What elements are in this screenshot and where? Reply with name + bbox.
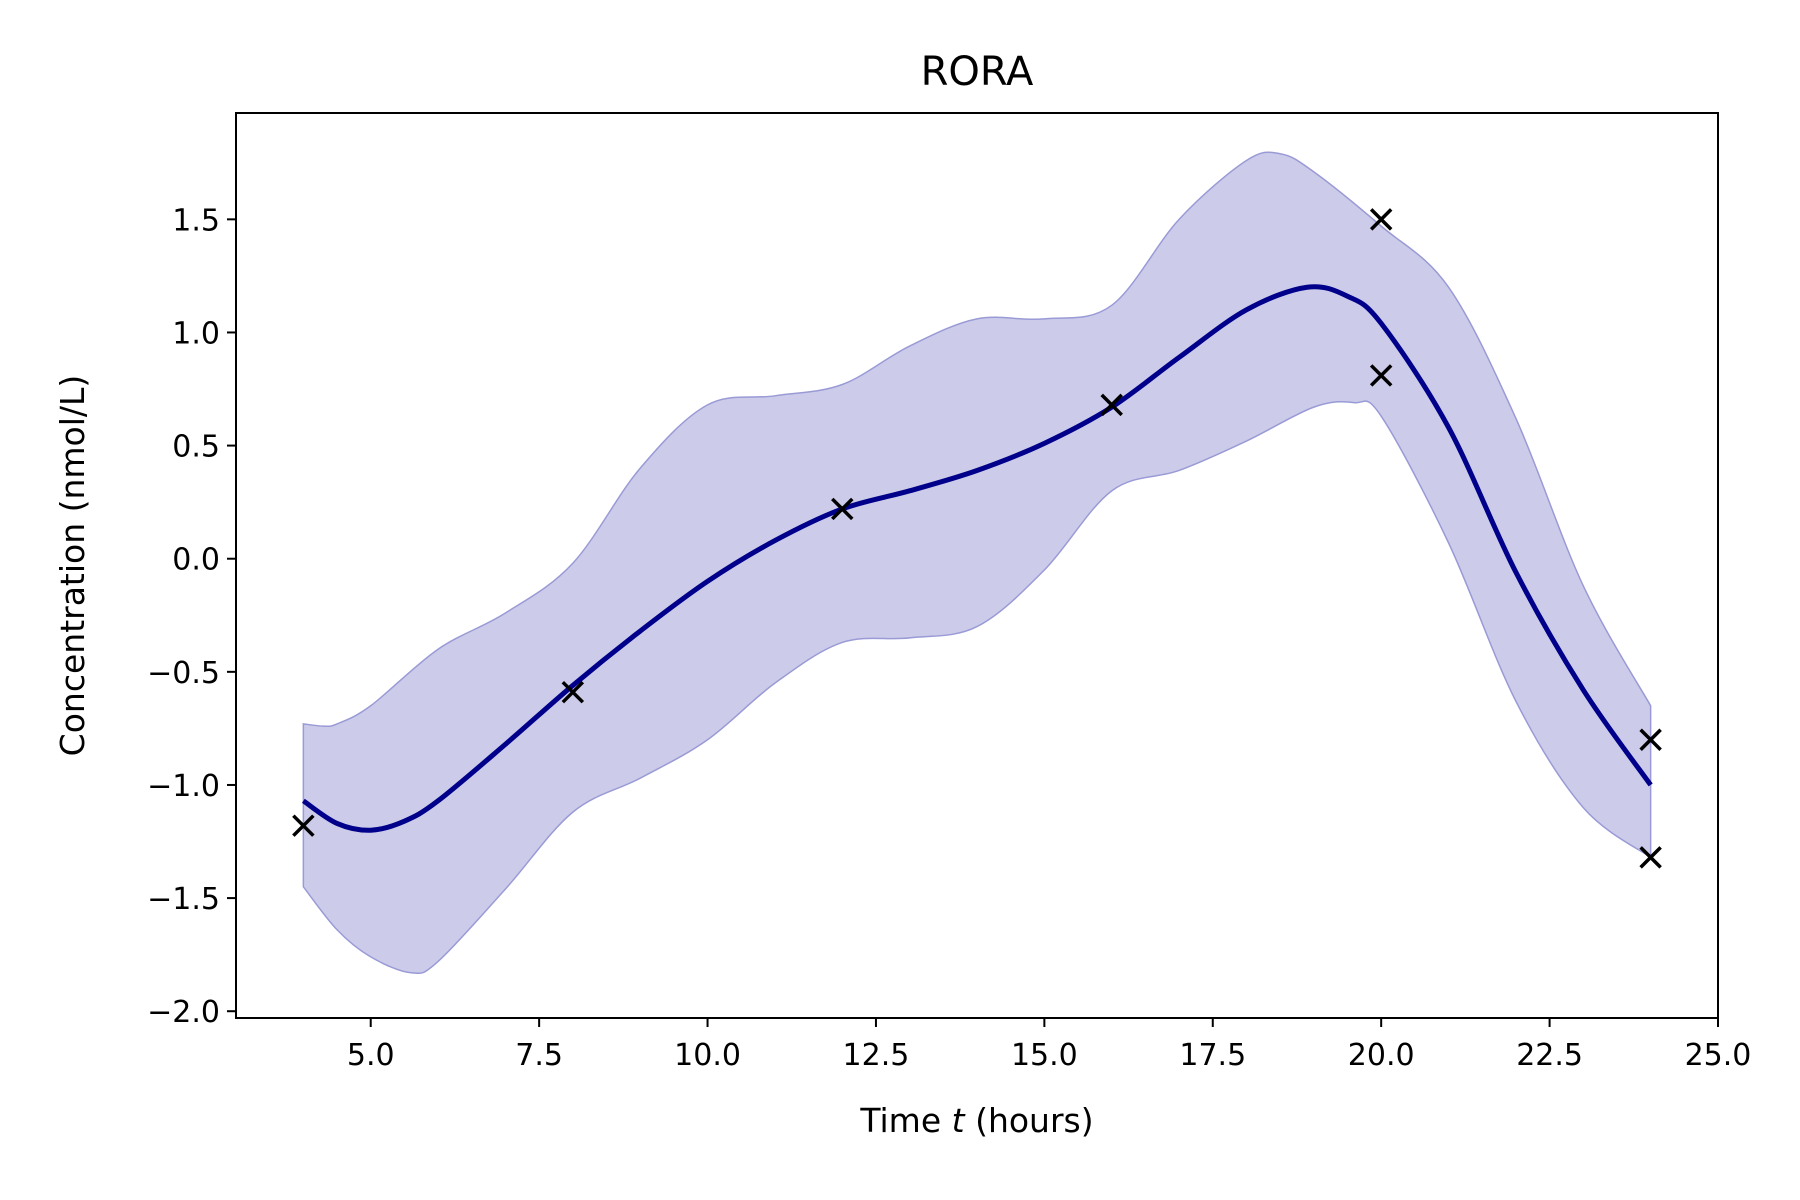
x-tick-label: 25.0	[1685, 1038, 1752, 1073]
axis-ticks: 5.0 7.5 10.0 12.5 15.0 17.5 20.0 22.5 25.0 −2.0 −1…	[147, 203, 1751, 1073]
observation-marker	[1369, 364, 1393, 387]
x-axis-title-prefix: Time	[859, 1101, 951, 1140]
y-tick-label: 1.0	[172, 316, 220, 351]
observation-marker	[1639, 846, 1662, 869]
x-axis-title-variable: t	[952, 1101, 966, 1140]
y-tick-label: 0.5	[172, 430, 220, 465]
x-tick-label: 12.5	[843, 1038, 910, 1073]
axes-frame	[235, 112, 1719, 1019]
x-tick-label: 20.0	[1348, 1038, 1415, 1073]
observation-marker	[1369, 208, 1393, 231]
observation-marker	[1639, 728, 1662, 751]
observation-marker	[1100, 393, 1123, 417]
mean-curve	[301, 284, 1653, 833]
x-tick-label: 22.5	[1516, 1038, 1583, 1073]
y-tick-label: −2.0	[147, 995, 220, 1030]
y-tick-label: −0.5	[147, 656, 220, 691]
y-tick-label: 0.0	[172, 543, 220, 578]
x-tick-label: 7.5	[515, 1038, 563, 1073]
chart-title: RORA	[921, 49, 1034, 95]
y-tick-label: 1.5	[172, 203, 220, 238]
y-tick-label: −1.0	[147, 769, 220, 804]
observation-marker	[292, 814, 315, 837]
x-tick-label: 10.0	[674, 1038, 741, 1073]
observation-marker	[561, 680, 585, 704]
x-tick-label: 17.5	[1179, 1038, 1246, 1073]
observation-marker	[831, 497, 854, 521]
x-axis-title-suffix: (hours)	[965, 1101, 1094, 1140]
x-axis-title: Time t (hours)	[859, 1101, 1093, 1140]
y-tick-label: −1.5	[147, 882, 220, 917]
x-tick-label: 15.0	[1011, 1038, 1078, 1073]
y-axis-title: Concentration (nmol/L)	[53, 375, 92, 757]
plot-area	[292, 151, 1662, 975]
x-tick-label: 5.0	[347, 1038, 395, 1073]
confidence-band	[302, 151, 1652, 975]
